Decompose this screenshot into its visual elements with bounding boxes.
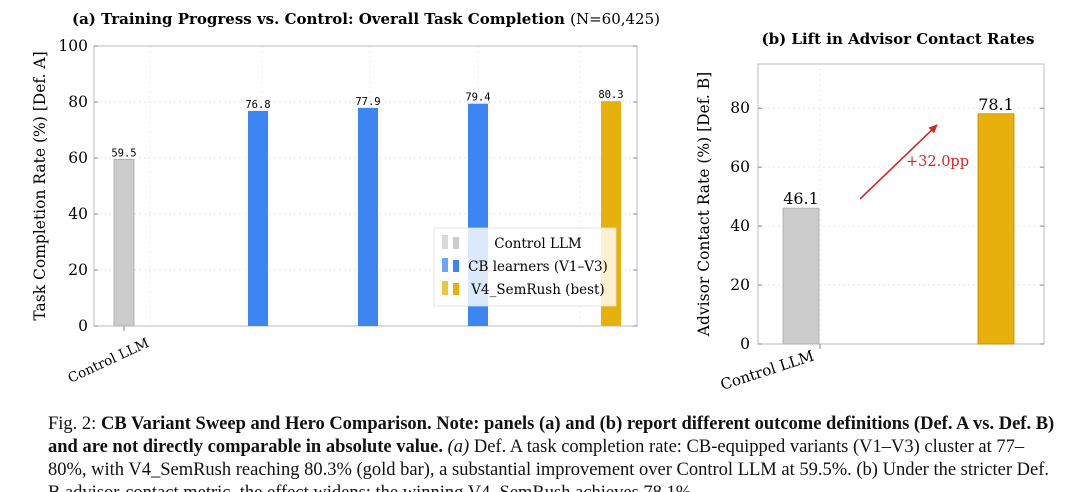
legend-swatch — [442, 281, 448, 295]
panel-a-x-tick-label: Control LLM — [66, 335, 152, 387]
legend-swatch — [442, 258, 448, 272]
caption-rest: at 59.5%. (b) Under the stricter Def. B … — [48, 460, 1050, 492]
y-tick-label: 60 — [68, 149, 88, 167]
panel-b-bar-labels: 46.1 78.1 — [783, 95, 1014, 208]
bar-value-label: 78.1 — [978, 95, 1014, 114]
panel-b-y-axis-label: Advisor Contact Rate (%) [Def. B] — [695, 72, 713, 337]
bar-value-label: 76.8 — [245, 99, 270, 111]
y-tick-label: 80 — [730, 99, 750, 117]
panel-a-title: (a) Training Progress vs. Control: Overa… — [72, 10, 660, 28]
lift-annotation: +32.0pp — [906, 154, 969, 170]
y-tick-label: 40 — [730, 217, 750, 235]
figure-canvas: (a) Training Progress vs. Control: Overa… — [31, 10, 1045, 394]
legend-swatch — [453, 260, 459, 272]
legend-label: V4_SemRush (best) — [470, 282, 604, 298]
y-tick-label: 20 — [730, 276, 750, 294]
panel-a-bar-labels: 59.5 76.8 77.9 79.4 80.3 — [111, 89, 623, 159]
panel-b-y-ticks: 0 20 40 60 80 — [730, 99, 1044, 353]
bar-46.1 — [782, 207, 820, 345]
panel-b: (b) Lift in Advisor Contact Rates 0 20 40 6… — [695, 30, 1045, 394]
legend-label: CB learners (V1–V3) — [468, 259, 608, 275]
caption-part-a-text: Def. A task completion rate: CB-equipped… — [48, 437, 1025, 480]
caption-part-a-label: (a) — [447, 437, 470, 457]
legend-swatch — [453, 237, 459, 249]
y-tick-label: 60 — [730, 158, 750, 176]
panel-a-y-ticks: 0 20 40 60 80 100 — [58, 37, 637, 335]
y-tick-label: 0 — [78, 317, 88, 335]
legend-label: Control LLM — [494, 236, 582, 252]
bar-59.5 — [113, 158, 135, 327]
panel-b-title: (b) Lift in Advisor Contact Rates — [762, 30, 1035, 48]
panel-a-legend: Control LLM CB learners (V1–V3) V4_SemRush… — [433, 227, 617, 307]
bar-value-label: 80.3 — [598, 89, 623, 101]
legend-swatch — [442, 235, 448, 249]
panel-b-bars — [782, 113, 1015, 345]
y-tick-label: 80 — [68, 93, 88, 111]
bar-value-label: 59.5 — [111, 147, 136, 159]
bar-value-label: 77.9 — [355, 96, 380, 108]
legend-swatch — [453, 283, 459, 295]
legend-box — [433, 227, 617, 307]
y-tick-label: 0 — [740, 335, 750, 353]
y-tick-label: 20 — [68, 261, 88, 279]
bar-77.9 — [358, 107, 378, 326]
panel-b-grid — [758, 64, 1044, 344]
figure-caption: Fig. 2: CB Variant Sweep and Hero Compar… — [48, 413, 1058, 492]
panel-b-frame — [757, 63, 1045, 345]
caption-bold: CB Variant Sweep and Hero Comparison. No… — [48, 414, 1055, 457]
y-tick-label: 100 — [58, 37, 88, 55]
bar-value-label: 46.1 — [783, 189, 819, 208]
panel-a: (a) Training Progress vs. Control: Overa… — [31, 10, 660, 387]
bar-76.8 — [248, 110, 268, 327]
panel-a-y-axis-label: Task Completion Rate (%) [Def. A] — [31, 51, 49, 320]
panel-b-x-tick-label: Control LLM — [718, 347, 816, 394]
y-tick-label: 40 — [68, 205, 88, 223]
bar-78.1 — [977, 113, 1015, 345]
bar-value-label: 79.4 — [465, 92, 490, 104]
lift-arrow — [859, 124, 938, 200]
caption-fig-label: Fig. 2: — [48, 414, 101, 434]
